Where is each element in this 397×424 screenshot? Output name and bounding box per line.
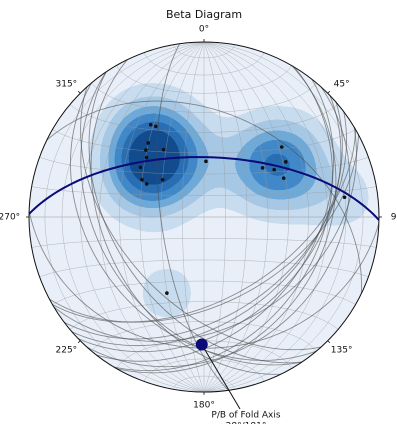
pole-point [160, 177, 165, 182]
azimuth-label: 135° [331, 345, 353, 355]
pole-point [260, 166, 265, 170]
pole-point [144, 155, 149, 160]
net-grid [29, 42, 379, 392]
azimuth-label: 270° [0, 213, 20, 223]
fold-axis-point [195, 338, 208, 351]
azimuth-label: 180° [193, 401, 215, 411]
pole-point [342, 195, 347, 200]
plane-great-circle [46, 100, 362, 294]
pole-point [165, 291, 169, 295]
pole-point [272, 167, 276, 172]
plane-great-circle [53, 126, 357, 342]
azimuth-label: 90° [391, 213, 397, 223]
annotation-text: P/B of Fold Axis [211, 411, 280, 421]
azimuth-tick [327, 340, 331, 344]
pole-point [140, 177, 144, 182]
chart-title: Beta Diagram [166, 8, 242, 21]
pole-point [281, 176, 286, 180]
pole-point [279, 145, 284, 149]
plane-great-circle [80, 71, 302, 366]
plane-great-circle [116, 65, 337, 374]
azimuth-label: 45° [334, 80, 350, 90]
pole-point [144, 148, 148, 152]
pole-point [146, 141, 151, 145]
azimuth-label: 225° [56, 345, 78, 355]
azimuth-tick [77, 90, 81, 94]
plane-great-circle [80, 86, 322, 351]
pole-point [138, 165, 143, 170]
azimuth-tick [327, 90, 331, 94]
plane-great-circle [70, 82, 317, 361]
pole-point [204, 159, 208, 164]
annotation-leader [201, 344, 241, 410]
pole-point [144, 182, 149, 186]
pole-point [284, 160, 288, 164]
plane-great-circle [64, 111, 347, 340]
annotation-text: 28°/181° [226, 422, 267, 424]
plane-great-circle [77, 95, 342, 353]
azimuth-label: 0° [199, 25, 209, 35]
azimuth-tick [77, 340, 81, 344]
plane-great-circle [86, 86, 351, 368]
plane-great-circles [29, 43, 379, 391]
pole-point [161, 147, 166, 152]
plane-great-circle [88, 71, 302, 364]
pole-point [154, 124, 158, 129]
plane-great-circle [52, 129, 356, 323]
plane-great-circle [49, 134, 359, 323]
azimuth-label: 315° [56, 80, 78, 90]
girdle-great-circle [29, 156, 379, 221]
pole-point [148, 122, 153, 127]
